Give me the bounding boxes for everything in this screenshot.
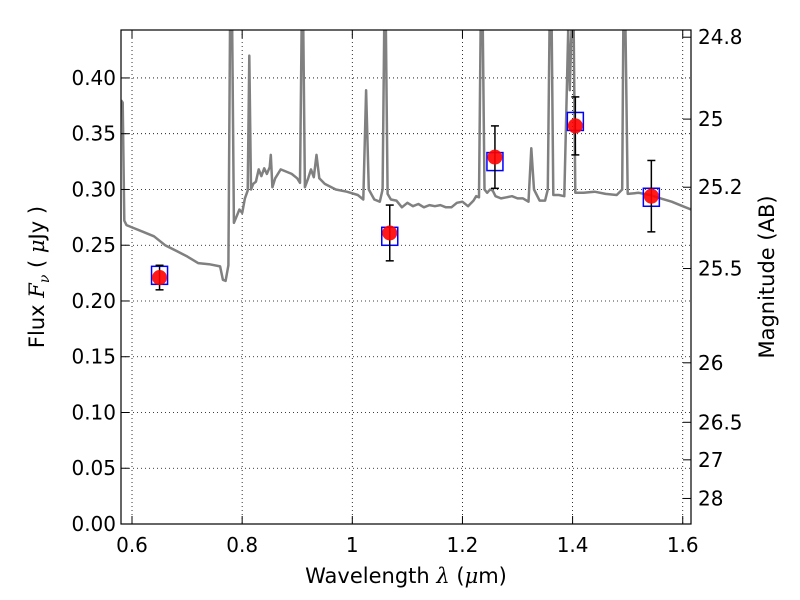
y-tick-label: 0.00: [71, 512, 116, 536]
observed-point: [567, 118, 583, 134]
x-axis-label: Wavelength λ (μm): [305, 564, 507, 588]
y2-axis-label: Magnitude (AB): [755, 195, 779, 358]
x-tick-label: 1: [346, 533, 359, 557]
magnitude-tick-labels: 24.8 25 25.2 25.5 26 26.5 27 28: [698, 25, 743, 510]
y-tick-labels: 0.00 0.05 0.10 0.15 0.20 0.25 0.30 0.35 0.40: [71, 66, 116, 536]
x-tick-label: 1.6: [667, 533, 699, 557]
magnitude-tick-label: 24.8: [698, 25, 743, 49]
magnitude-tick-label: 25.5: [698, 257, 743, 281]
plot-frame: [120, 29, 692, 525]
y-tick-label: 0.30: [71, 177, 116, 201]
x-tick-label: 0.8: [226, 533, 258, 557]
x-tick-label: 0.6: [116, 533, 148, 557]
observed-point: [152, 270, 168, 286]
observed-point: [487, 149, 503, 165]
x-tick-labels: 0.6 0.8 1 1.2 1.4 1.6: [116, 533, 699, 557]
y-tick-label: 0.20: [71, 289, 116, 313]
observed-point: [382, 225, 398, 241]
magnitude-tick-label: 27: [698, 448, 723, 472]
model-spectrum-line: [121, 30, 691, 283]
y-tick-label: 0.15: [71, 345, 116, 369]
magnitude-tick-label: 26.5: [698, 410, 743, 434]
axis-ticks: [121, 30, 691, 525]
y-tick-label: 0.25: [71, 233, 116, 257]
model-spectrum-layer: [121, 30, 691, 283]
y-axis-label: Flux Fν ( μJy ): [25, 206, 53, 348]
magnitude-tick-label: 28: [698, 486, 723, 510]
magnitude-tick-label: 25: [698, 107, 723, 131]
grid-lines: [121, 30, 691, 525]
y-tick-label: 0.40: [71, 66, 116, 90]
x-tick-label: 1.2: [447, 533, 479, 557]
y-tick-label: 0.10: [71, 400, 116, 424]
magnitude-tick-label: 25.2: [698, 175, 743, 199]
y-tick-label: 0.35: [71, 122, 116, 146]
observed-photometry-layer: [152, 96, 659, 291]
magnitude-tick-label: 26: [698, 351, 723, 375]
x-tick-label: 1.4: [557, 533, 589, 557]
y-tick-label: 0.05: [71, 456, 116, 480]
observed-point: [643, 188, 659, 204]
